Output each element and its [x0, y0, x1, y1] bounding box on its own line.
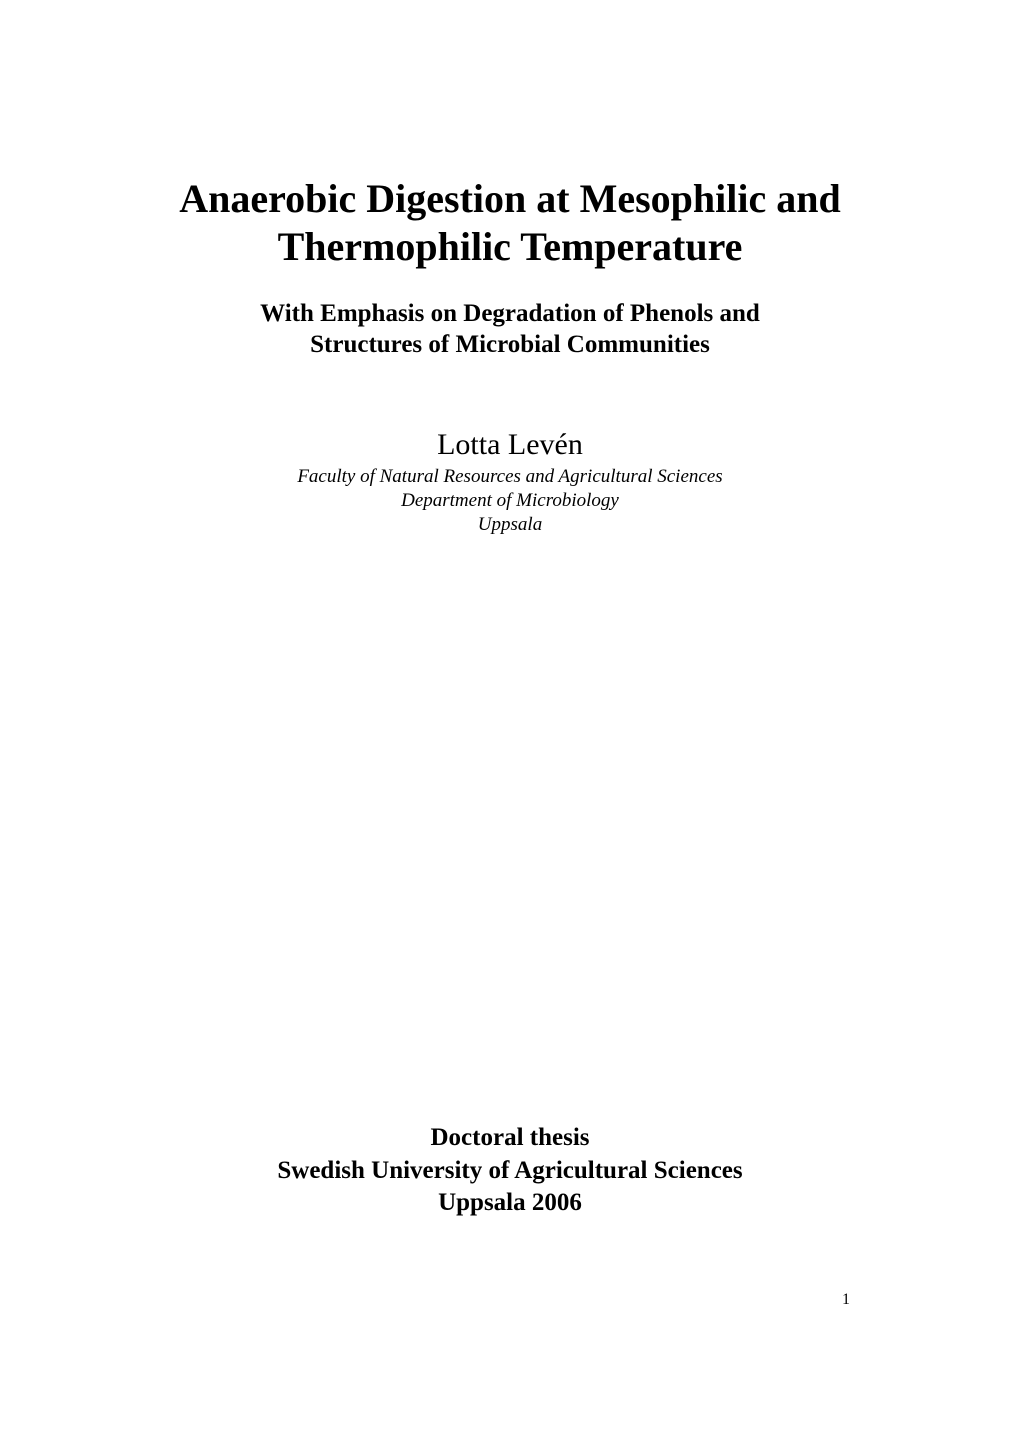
affiliation-city: Uppsala	[0, 513, 1020, 537]
page-number: 1	[842, 1291, 850, 1309]
author-block: Lotta Levén	[0, 428, 1020, 462]
subtitle-line-1: With Emphasis on Degradation of Phenols …	[0, 298, 1020, 329]
footer-place-year: Uppsala 2006	[0, 1187, 1020, 1220]
footer-block: Doctoral thesis Swedish University of Ag…	[0, 1122, 1020, 1220]
subtitle-block: With Emphasis on Degradation of Phenols …	[0, 298, 1020, 361]
title-page: Anaerobic Digestion at Mesophilic and Th…	[0, 0, 1020, 1443]
main-title-block: Anaerobic Digestion at Mesophilic and Th…	[0, 175, 1020, 271]
subtitle-line-2: Structures of Microbial Communities	[0, 329, 1020, 360]
author-name: Lotta Levén	[0, 428, 1020, 462]
main-title-line-2: Thermophilic Temperature	[0, 223, 1020, 271]
affiliation-faculty: Faculty of Natural Resources and Agricul…	[0, 465, 1020, 489]
affiliation-department: Department of Microbiology	[0, 489, 1020, 513]
footer-doc-type: Doctoral thesis	[0, 1122, 1020, 1155]
main-title-line-1: Anaerobic Digestion at Mesophilic and	[0, 175, 1020, 223]
footer-university: Swedish University of Agricultural Scien…	[0, 1155, 1020, 1188]
affiliation-block: Faculty of Natural Resources and Agricul…	[0, 465, 1020, 536]
